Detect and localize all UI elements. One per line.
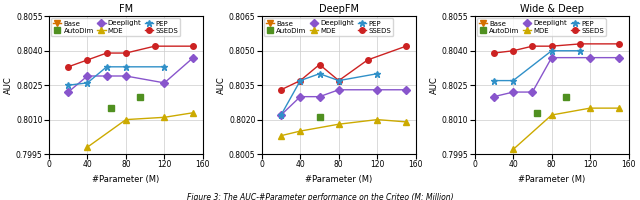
Y-axis label: AUC: AUC: [217, 76, 226, 94]
Legend: Base, AutoDim, Deeplight, MDE, PEP, SSEDS: Base, AutoDim, Deeplight, MDE, PEP, SSED…: [51, 18, 180, 36]
X-axis label: #Parameter (M): #Parameter (M): [305, 175, 372, 184]
X-axis label: #Parameter (M): #Parameter (M): [518, 175, 585, 184]
Title: DeepFM: DeepFM: [319, 4, 359, 14]
Y-axis label: AUC: AUC: [430, 76, 439, 94]
Y-axis label: AUC: AUC: [4, 76, 13, 94]
Legend: Base, AutoDim, Deeplight, MDE, PEP, SSEDS: Base, AutoDim, Deeplight, MDE, PEP, SSED…: [264, 18, 393, 36]
Title: FM: FM: [119, 4, 133, 14]
X-axis label: #Parameter (M): #Parameter (M): [92, 175, 159, 184]
Title: Wide & Deep: Wide & Deep: [520, 4, 584, 14]
Text: Figure 3: The AUC-#Parameter performance on the Criteo (M: Million): Figure 3: The AUC-#Parameter performance…: [187, 193, 453, 200]
Legend: Base, AutoDim, Deeplight, MDE, PEP, SSEDS: Base, AutoDim, Deeplight, MDE, PEP, SSED…: [477, 18, 606, 36]
